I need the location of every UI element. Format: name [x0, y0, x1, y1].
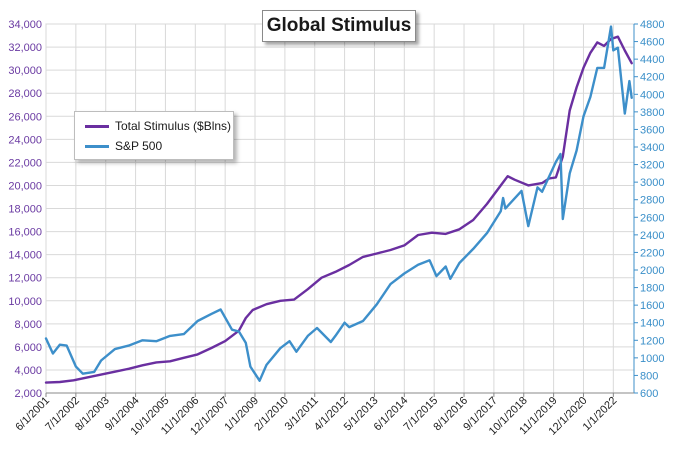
y-left-tick-label: 6,000: [14, 342, 42, 354]
y-right-tick-label: 4200: [640, 72, 664, 84]
y-right-tick-label: 4600: [640, 37, 664, 49]
chart-legend: Total Stimulus ($Blns) S&P 500: [74, 111, 234, 160]
y-left-tick-label: 30,000: [8, 65, 42, 77]
y-right-tick-label: 3200: [640, 160, 664, 172]
y-right-tick-label: 4400: [640, 54, 664, 66]
y-left-tick-label: 24,000: [8, 134, 42, 146]
y-right-tick-label: 2200: [640, 247, 664, 259]
y-left-tick-label: 26,000: [8, 111, 42, 123]
y-right-tick-label: 3800: [640, 107, 664, 119]
legend-item-sp500: S&P 500: [85, 138, 162, 154]
y-left-tick-label: 18,000: [8, 204, 42, 216]
legend-swatch-total-stimulus: [85, 124, 109, 128]
y-left-tick-label: 16,000: [8, 227, 42, 239]
y-right-tick-label: 1200: [640, 335, 664, 347]
chart-title: Global Stimulus: [262, 10, 416, 42]
y-left-tick-label: 4,000: [14, 365, 42, 377]
y-left-tick-label: 14,000: [8, 250, 42, 262]
y-right-tick-label: 3000: [640, 177, 664, 189]
y-left-tick-label: 8,000: [14, 319, 42, 331]
series-line-sp500: [44, 25, 633, 382]
y-left-tick-label: 20,000: [8, 180, 42, 192]
y-right-tick-label: 1400: [640, 318, 664, 330]
y-right-tick-label: 2000: [640, 265, 664, 277]
y-right-tick-label: 800: [640, 370, 658, 382]
legend-label-total-stimulus: Total Stimulus ($Blns): [115, 119, 232, 133]
y-left-tick-label: 34,000: [8, 19, 42, 31]
y-left-tick-label: 22,000: [8, 157, 42, 169]
y-left-tick-label: 28,000: [8, 88, 42, 100]
legend-item-total-stimulus: Total Stimulus ($Blns): [85, 118, 231, 134]
y-right-tick-label: 4000: [640, 89, 664, 101]
y-left-tick-label: 12,000: [8, 273, 42, 285]
y-right-tick-label: 600: [640, 388, 658, 400]
y-right-tick-label: 1000: [640, 353, 664, 365]
legend-label-sp500: S&P 500: [115, 139, 163, 153]
y-right-tick-label: 1800: [640, 283, 664, 295]
y-right-tick-label: 3600: [640, 124, 664, 136]
y-right-tick-label: 1600: [640, 300, 664, 312]
y-right-tick-label: 2600: [640, 212, 664, 224]
y-left-tick-label: 2,000: [14, 388, 42, 400]
y-right-tick-label: 3400: [640, 142, 664, 154]
y-left-tick-label: 32,000: [8, 42, 42, 54]
y-right-tick-label: 2400: [640, 230, 664, 242]
y-left-tick-label: 10,000: [8, 296, 42, 308]
y-right-tick-label: 2800: [640, 195, 664, 207]
y-right-tick-label: 4800: [640, 19, 664, 31]
legend-swatch-sp500: [85, 144, 109, 148]
series-line-total-stimulus: [44, 35, 633, 384]
